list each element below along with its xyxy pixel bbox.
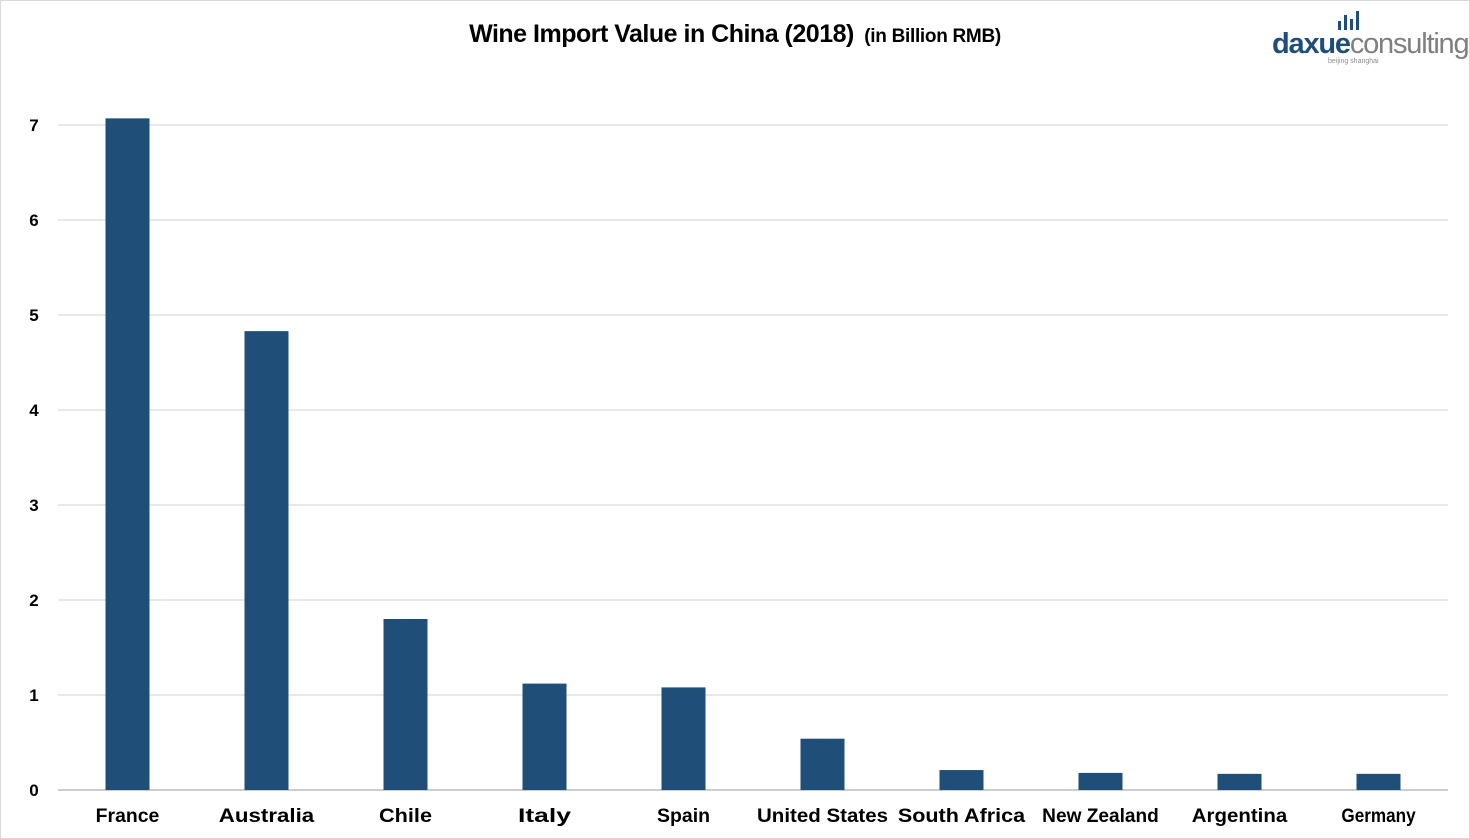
- y-tick-label: 0: [29, 781, 38, 800]
- bar-spain: [661, 687, 706, 790]
- y-tick-label: 3: [29, 496, 38, 515]
- bar-australia: [244, 331, 289, 790]
- gridlines: [58, 124, 1448, 791]
- y-axis-ticks: 0 1 2 3 4 5 6 7: [29, 116, 39, 800]
- bar-united-states: [800, 738, 845, 790]
- bar-chile: [383, 619, 428, 790]
- y-tick-label: 4: [29, 401, 39, 420]
- y-tick-label: 2: [29, 591, 38, 610]
- x-tick-label: Italy: [518, 806, 572, 827]
- bar-argentina: [1217, 773, 1262, 790]
- y-tick-label: 6: [29, 211, 38, 230]
- bar-france: [105, 118, 150, 791]
- x-tick-label: South Africa: [898, 806, 1026, 827]
- chart-subtitle: (in Billion RMB): [864, 26, 1001, 47]
- y-tick-label: 5: [29, 306, 38, 325]
- x-tick-label: New Zealand: [1042, 806, 1159, 827]
- bar-chart-icon: [1338, 10, 1362, 30]
- x-axis-ticks: France Australia Chile Italy Spain United Sta…: [96, 806, 1416, 827]
- x-tick-label: Spain: [657, 806, 710, 827]
- x-tick-label: France: [96, 806, 160, 827]
- x-tick-label: Germany: [1341, 806, 1416, 827]
- x-tick-label: Australia: [219, 806, 315, 827]
- bar-germany: [1356, 773, 1401, 790]
- bar-south-africa: [939, 770, 984, 790]
- daxue-consulting-logo: daxueconsulting beijing shanghai: [1272, 10, 1470, 70]
- logo-word-daxue: daxue: [1272, 28, 1351, 60]
- x-tick-label: Argentina: [1192, 806, 1288, 827]
- bar-italy: [522, 683, 567, 790]
- chart-title: Wine Import Value in China (2018): [469, 20, 854, 48]
- x-tick-label: Chile: [379, 806, 432, 827]
- logo-word-consulting: consulting: [1349, 28, 1470, 60]
- bar-new-zealand: [1078, 772, 1123, 790]
- y-tick-label: 7: [29, 116, 38, 135]
- x-tick-label: United States: [757, 806, 888, 827]
- logo-tagline: beijing shanghai: [1328, 58, 1379, 65]
- chart-title-block: Wine Import Value in China (2018) (in Bi…: [0, 20, 1470, 49]
- logo-wordmark: daxueconsulting: [1272, 28, 1470, 60]
- y-tick-label: 1: [29, 686, 38, 705]
- bars: [105, 118, 1401, 791]
